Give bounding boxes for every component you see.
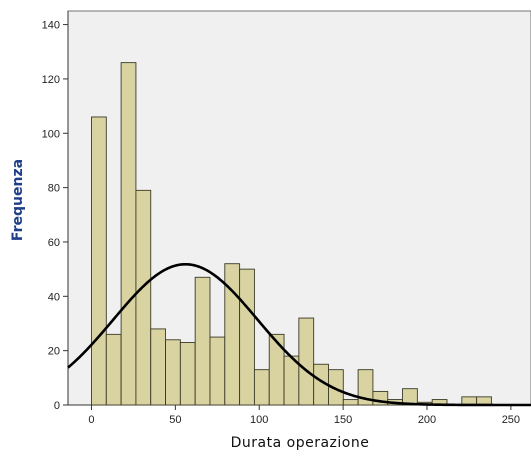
y-tick-label: 120 [42,74,60,86]
x-tick-label: 150 [334,414,352,426]
histogram-bar [179,342,196,406]
y-tick-label: 80 [48,183,60,195]
y-tick-label: 140 [42,20,60,32]
y-tick-label: 0 [54,400,60,412]
x-tick-label: 200 [418,414,436,426]
y-axis-title: Frequenza [10,159,26,241]
y-tick-label: 100 [42,128,60,140]
histogram-bar [342,399,359,406]
normal-curve [67,262,531,407]
histogram-bar [209,336,226,406]
y-axis: 0 20 40 60 80 100 120 140 [42,11,69,412]
histogram-bar [268,333,285,406]
x-tick-label: 0 [88,414,94,426]
histogram-bar [150,328,166,406]
histogram-bar [91,116,107,406]
histogram-bar [298,317,315,406]
x-tick-label: 100 [250,414,268,426]
histogram-bar [135,189,152,406]
x-tick-label: 50 [169,414,181,426]
histogram-bar [165,339,181,406]
histogram-bar [105,333,122,406]
histogram-bar [194,276,211,406]
x-axis-title: Durata operazione [231,435,370,451]
histogram-bar [253,369,270,406]
y-tick-label: 20 [48,346,60,358]
histogram-bar [120,62,137,406]
histogram-bar [357,369,374,406]
y-tick-label: 40 [48,291,60,303]
x-axis: 0 50 100 150 200 250 [68,404,531,426]
histogram-bar [239,268,255,406]
y-tick-label: 60 [48,237,60,249]
histogram-bar [328,369,344,406]
x-tick-label: 250 [502,414,520,426]
